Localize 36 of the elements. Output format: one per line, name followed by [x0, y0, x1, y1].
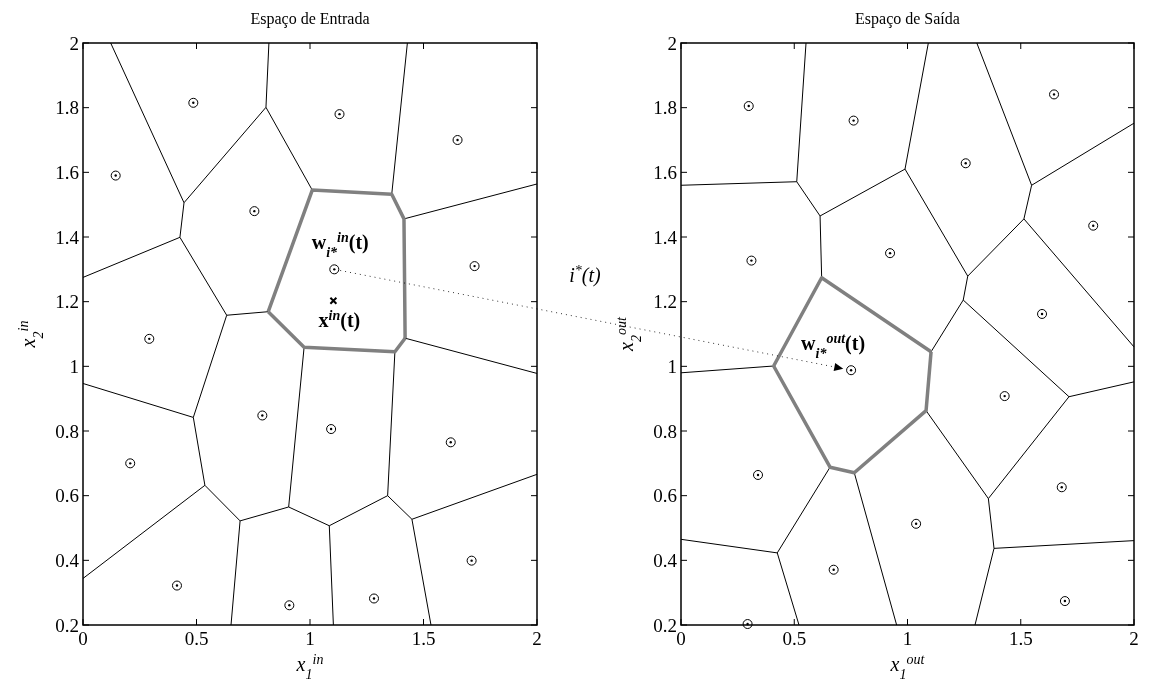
y-tick-label: 1.4 — [653, 226, 678, 248]
y-tick-label: 1.8 — [55, 97, 79, 119]
y-tick-label: 1.6 — [653, 161, 677, 183]
y-tick-label: 1.2 — [653, 291, 677, 313]
x-tick-label: 1 — [902, 628, 913, 649]
text: i$^{*}$(t) — [569, 262, 602, 287]
y-tick-label: 0.2 — [653, 614, 677, 636]
x-tick-label: 1.5 — [1008, 628, 1033, 649]
x-tick-label: 2 — [532, 628, 542, 649]
y-tick-label: 0.6 — [653, 485, 677, 507]
y-tick-label: 2 — [667, 32, 677, 54]
y-tick-label: 1 — [69, 355, 79, 377]
annotation: w$_{i*}$$^{out}$(t) — [801, 330, 866, 361]
y-tick-label: 1.4 — [55, 226, 80, 248]
y-tick-label: 1 — [667, 355, 677, 377]
annotation: x$^{in}$(t) — [318, 307, 361, 332]
x-tick-label: 0 — [78, 628, 88, 649]
y-tick-label: 0.8 — [653, 420, 677, 442]
y-tick-label: 1.2 — [55, 291, 79, 313]
x-tick-label: 1 — [305, 628, 315, 649]
y-tick-label: 1.8 — [653, 97, 677, 119]
y-tick-label: 0.6 — [55, 485, 79, 507]
annotation: w$_{i*}$$^{in}$(t) — [311, 229, 369, 260]
x-tick-label: 0 — [676, 628, 686, 649]
y-tick-label: 2 — [69, 32, 79, 54]
x-tick-label: 2 — [1129, 628, 1139, 649]
x-tick-label: 0.5 — [782, 628, 807, 649]
y-tick-label: 0.4 — [653, 549, 678, 571]
y-tick-label: 1.6 — [55, 161, 79, 183]
y-tick-label: 0.8 — [55, 420, 79, 442]
y-tick-label: 0.4 — [55, 549, 80, 571]
chart-title: Espaço de Entrada — [250, 10, 370, 28]
y-tick-label: 0.2 — [55, 614, 79, 636]
chart-title: Espaço de Saída — [855, 10, 960, 28]
x-tick-label: 0.5 — [184, 628, 209, 649]
x-tick-label: 1.5 — [411, 628, 436, 649]
